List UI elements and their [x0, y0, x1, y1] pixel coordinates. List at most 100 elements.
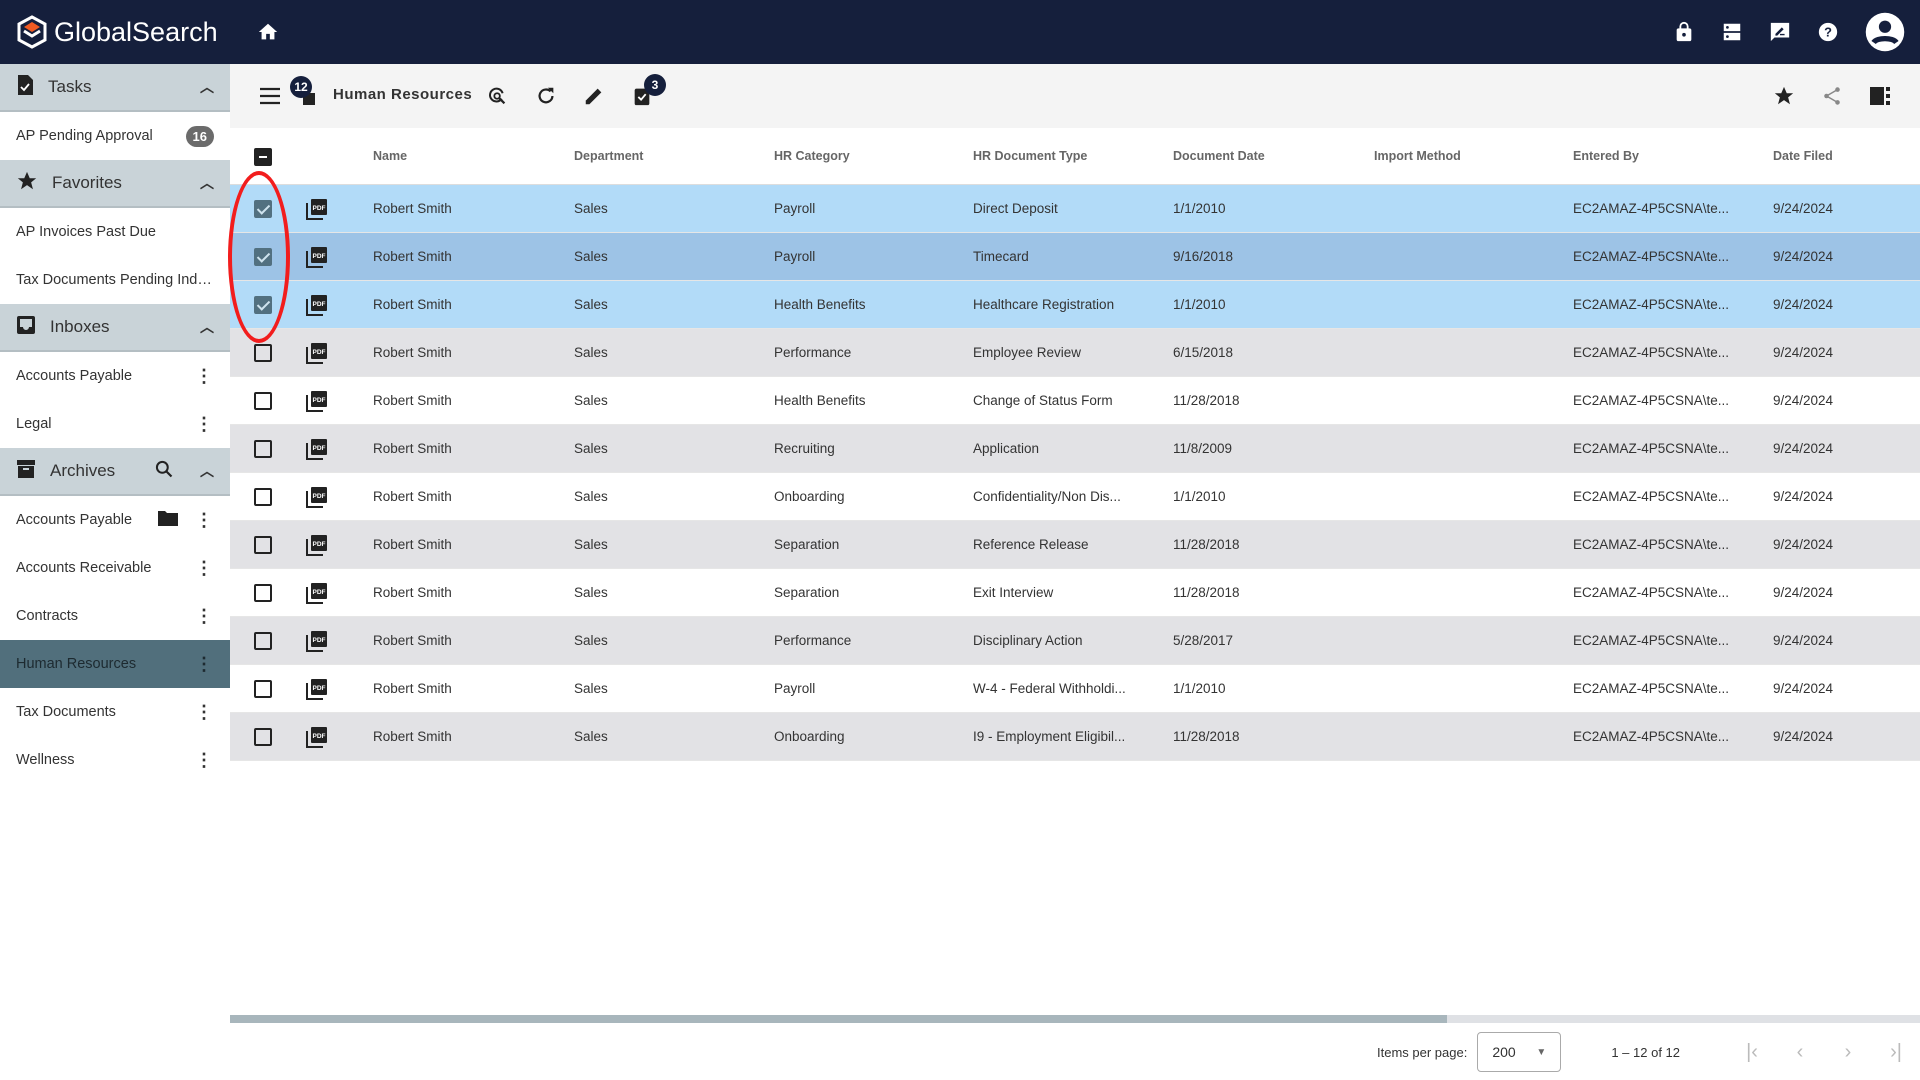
lock-icon[interactable] — [1672, 20, 1696, 44]
table-row[interactable]: PDF Robert Smith Sales Recruiting Applicatio… — [230, 425, 1920, 473]
table-row[interactable]: PDF Robert Smith Sales Separation Exit Inter… — [230, 569, 1920, 617]
favorite-star-icon[interactable] — [1772, 84, 1796, 108]
table-row[interactable]: PDF Robert Smith Sales Payroll Timecard 9/16/… — [230, 233, 1920, 281]
row-checkbox[interactable] — [254, 488, 272, 506]
more-vert-icon[interactable]: ⋮ — [195, 750, 213, 770]
horizontal-scrollbar[interactable] — [230, 1015, 1920, 1023]
table-row[interactable]: PDF Robert Smith Sales Payroll Direct Deposi… — [230, 185, 1920, 233]
row-checkbox[interactable] — [254, 632, 272, 650]
next-page-icon[interactable]: › — [1844, 1040, 1852, 1063]
table-row[interactable]: PDF Robert Smith Sales Separation Reference … — [230, 521, 1920, 569]
more-vert-icon[interactable]: ⋮ — [195, 414, 213, 434]
share-icon[interactable] — [1820, 84, 1844, 108]
pdf-icon[interactable]: PDF — [306, 294, 328, 316]
table-row[interactable]: PDF Robert Smith Sales Onboarding Confidenti… — [230, 473, 1920, 521]
pdf-icon[interactable]: PDF — [306, 246, 328, 268]
search-icon[interactable] — [154, 459, 174, 484]
column-header[interactable]: HR Document Type — [973, 149, 1088, 163]
refresh-icon[interactable] — [534, 84, 558, 108]
row-checkbox[interactable] — [254, 392, 272, 410]
sidebar-item[interactable]: Accounts Payable ⋮ — [0, 496, 230, 544]
select-all-checkbox[interactable] — [254, 148, 272, 166]
column-header[interactable]: Department — [574, 149, 644, 163]
pdf-icon[interactable]: PDF — [306, 198, 328, 220]
pdf-icon[interactable]: PDF — [306, 534, 328, 556]
pdf-icon[interactable]: PDF — [306, 486, 328, 508]
table-cell: Payroll — [774, 249, 816, 264]
table-row[interactable]: PDF Robert Smith Sales Onboarding I9 - Emplo… — [230, 713, 1920, 761]
table-cell: Reference Release — [973, 537, 1089, 552]
pdf-icon[interactable]: PDF — [306, 390, 328, 412]
chevron-up-icon[interactable]: ︿ — [200, 319, 214, 335]
edit-icon[interactable] — [582, 84, 606, 108]
previous-page-icon[interactable]: ‹ — [1796, 1040, 1804, 1063]
row-checkbox[interactable] — [254, 680, 272, 698]
sidebar-item[interactable]: Legal ⋮ — [0, 400, 230, 448]
home-icon[interactable] — [256, 20, 280, 44]
sidebar-section-archives[interactable]: Archives ︿ — [0, 448, 230, 496]
more-vert-icon[interactable]: ⋮ — [195, 702, 213, 722]
table-row[interactable]: PDF Robert Smith Sales Health Benefits Healt… — [230, 281, 1920, 329]
section-title: Archives — [50, 461, 116, 480]
sidebar-item[interactable]: Tax Documents Pending Indexing — [0, 256, 230, 304]
chevron-up-icon[interactable]: ︿ — [200, 175, 214, 191]
sidebar-item[interactable]: Wellness ⋮ — [0, 736, 230, 784]
table-row[interactable]: PDF Robert Smith Sales Payroll W-4 - Federal… — [230, 665, 1920, 713]
table-row[interactable]: PDF Robert Smith Sales Performance Disciplin… — [230, 617, 1920, 665]
app-logo[interactable]: GlobalSearch — [16, 15, 256, 49]
feedback-icon[interactable] — [1768, 20, 1792, 44]
row-checkbox[interactable] — [254, 728, 272, 746]
more-vert-icon[interactable]: ⋮ — [195, 606, 213, 626]
last-page-icon[interactable]: ›| — [1890, 1040, 1902, 1063]
pdf-icon[interactable]: PDF — [306, 582, 328, 604]
menu-icon[interactable] — [258, 84, 282, 108]
server-icon[interactable] — [1720, 20, 1744, 44]
account-icon[interactable] — [1864, 11, 1906, 53]
pdf-icon[interactable]: PDF — [306, 438, 328, 460]
row-checkbox[interactable] — [254, 536, 272, 554]
row-checkbox[interactable] — [254, 584, 272, 602]
column-header[interactable]: Entered By — [1573, 149, 1639, 163]
items-per-page-select[interactable]: 200 ▼ — [1477, 1032, 1562, 1072]
star-icon — [16, 170, 38, 197]
sidebar-item[interactable]: AP Invoices Past Due — [0, 208, 230, 256]
first-page-icon[interactable]: |‹ — [1746, 1040, 1758, 1063]
chevron-up-icon[interactable]: ︿ — [200, 463, 214, 479]
pdf-icon[interactable]: PDF — [306, 678, 328, 700]
pdf-icon[interactable]: PDF — [306, 630, 328, 652]
column-layout-icon[interactable] — [1868, 84, 1892, 108]
more-vert-icon[interactable]: ⋮ — [195, 558, 213, 578]
search-refresh-icon[interactable] — [486, 84, 510, 108]
column-header[interactable]: HR Category — [774, 149, 850, 163]
table-row[interactable]: PDF Robert Smith Sales Performance Employee … — [230, 329, 1920, 377]
sidebar-section-inboxes[interactable]: Inboxes ︿ — [0, 304, 230, 352]
help-icon[interactable]: ? — [1816, 20, 1840, 44]
sidebar-section-tasks[interactable]: Tasks ︿ — [0, 64, 230, 112]
pdf-icon[interactable]: PDF — [306, 342, 328, 364]
table-cell: Sales — [574, 585, 608, 600]
row-checkbox[interactable] — [254, 344, 272, 362]
column-header[interactable]: Import Method — [1374, 149, 1461, 163]
more-vert-icon[interactable]: ⋮ — [195, 366, 213, 386]
sidebar-item[interactable]: Human Resources ⋮ — [0, 640, 230, 688]
scrollbar-thumb[interactable] — [230, 1015, 1447, 1023]
row-checkbox[interactable] — [254, 440, 272, 458]
more-vert-icon[interactable]: ⋮ — [195, 510, 213, 530]
sidebar-item[interactable]: Accounts Receivable ⋮ — [0, 544, 230, 592]
pdf-icon[interactable]: PDF — [306, 726, 328, 748]
sidebar-item[interactable]: AP Pending Approval 16 — [0, 112, 230, 160]
items-per-page-value: 200 — [1492, 1044, 1516, 1060]
more-vert-icon[interactable]: ⋮ — [195, 654, 213, 674]
column-header[interactable]: Date Filed — [1773, 149, 1833, 163]
selected-tasks-icon[interactable] — [630, 84, 654, 108]
sidebar-item[interactable]: Accounts Payable ⋮ — [0, 352, 230, 400]
table-cell: Sales — [574, 201, 608, 216]
sidebar-item[interactable]: Contracts ⋮ — [0, 592, 230, 640]
chevron-up-icon[interactable]: ︿ — [200, 79, 214, 95]
sidebar-item[interactable]: Tax Documents ⋮ — [0, 688, 230, 736]
sidebar-section-favorites[interactable]: Favorites ︿ — [0, 160, 230, 208]
table-row[interactable]: PDF Robert Smith Sales Health Benefits Chang… — [230, 377, 1920, 425]
column-header[interactable]: Document Date — [1173, 149, 1265, 163]
table-cell: Sales — [574, 249, 608, 264]
column-header[interactable]: Name — [373, 149, 408, 163]
